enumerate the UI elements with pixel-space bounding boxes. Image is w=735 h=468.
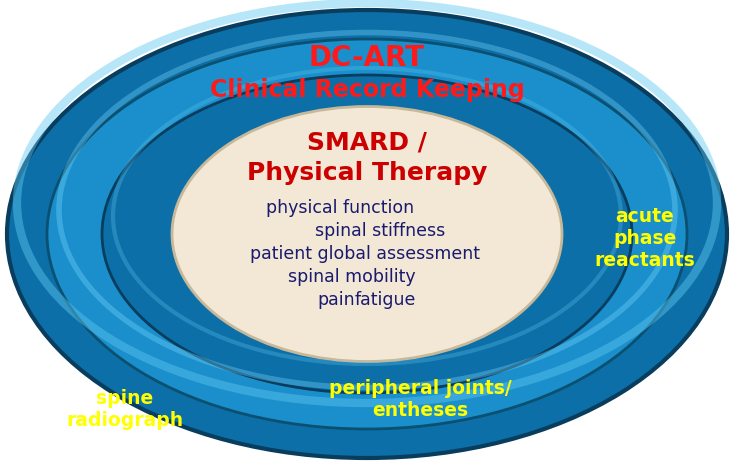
Text: fatigue: fatigue	[354, 291, 416, 309]
Ellipse shape	[102, 75, 632, 393]
Text: physical function: physical function	[266, 199, 414, 217]
Text: spine
radiograph: spine radiograph	[66, 389, 184, 431]
Text: patient global assessment: patient global assessment	[250, 245, 480, 263]
Text: acute
phase
reactants: acute phase reactants	[595, 206, 695, 270]
Text: spinal mobility: spinal mobility	[288, 268, 416, 286]
Ellipse shape	[7, 10, 727, 458]
Ellipse shape	[47, 39, 687, 429]
Text: DC-ART: DC-ART	[309, 44, 425, 72]
Text: spinal stiffness: spinal stiffness	[315, 222, 445, 240]
Ellipse shape	[172, 107, 562, 361]
Text: Clinical Record Keeping: Clinical Record Keeping	[209, 78, 524, 102]
Text: pain: pain	[318, 291, 355, 309]
Text: Physical Therapy: Physical Therapy	[247, 161, 487, 185]
Text: SMARD /: SMARD /	[307, 131, 427, 155]
Text: peripheral joints/
entheses: peripheral joints/ entheses	[329, 380, 512, 421]
